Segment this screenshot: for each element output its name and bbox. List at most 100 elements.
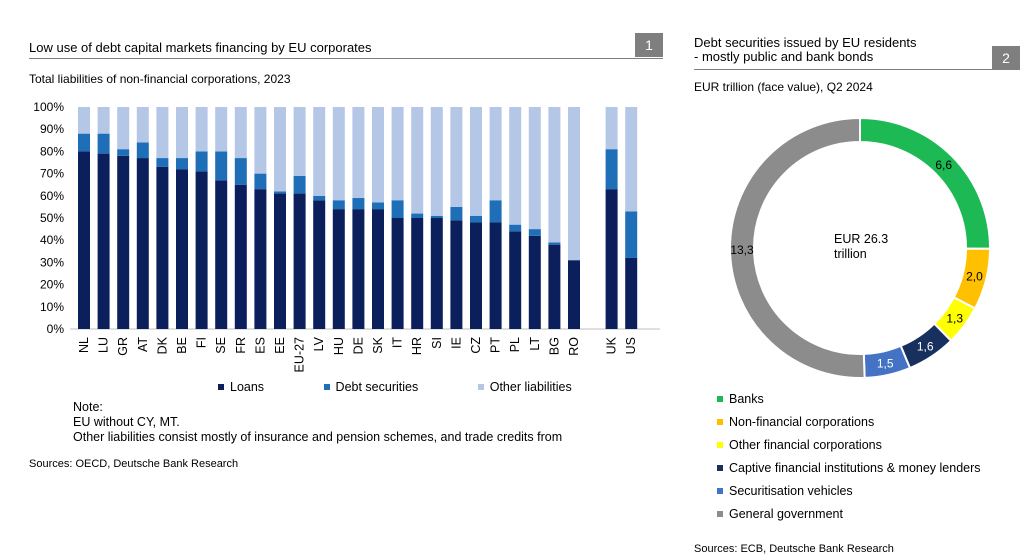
x-tick-label: ES (253, 337, 267, 354)
bar-segment-loans-be (176, 169, 188, 329)
bar-segment-other-liabilities-nl (78, 107, 90, 134)
bar-segment-loans-fr (234, 184, 247, 329)
bar-segment-loans-pt (489, 222, 502, 329)
legend-swatch-other (477, 383, 484, 390)
bar-segment-loans-eu-27 (293, 193, 306, 329)
bar-segment-other-liabilities-lv (313, 107, 326, 196)
x-tick-label: GR (116, 337, 130, 356)
bar-segment-loans-lu (97, 153, 110, 329)
x-tick-label: DE (351, 337, 365, 354)
left-legend: Loans Debt securities Other liabilities (218, 380, 572, 394)
bar-segment-other-liabilities-uk (605, 107, 618, 150)
donut-value-label: 1,3 (946, 311, 963, 325)
donut-value-label: 1,6 (917, 339, 934, 353)
bar-segment-loans-lt (528, 235, 541, 329)
bar-segment-other-liabilities-eu-27 (293, 107, 306, 176)
bar-segment-debt-securities-eu-27 (293, 175, 306, 194)
left-chart-title: Low use of debt capital markets financin… (29, 40, 372, 55)
x-tick-label: IE (449, 337, 463, 349)
x-tick-label: RO (567, 337, 581, 356)
bar-segment-loans-cz (470, 222, 482, 329)
bar-segment-debt-securities-se (215, 151, 228, 181)
y-tick-label: 90% (40, 122, 64, 136)
x-tick-label: EE (273, 337, 287, 354)
bar-segment-loans-at (136, 158, 149, 329)
bar-segment-loans-gr (117, 155, 130, 329)
bar-segment-debt-securities-pt (489, 200, 502, 223)
bar-segment-other-liabilities-hr (411, 107, 424, 214)
x-tick-label: FR (234, 337, 248, 354)
legend-swatch-loans (218, 383, 224, 390)
bar-segment-debt-securities-fr (234, 158, 247, 185)
bar-segment-loans-hu (332, 209, 345, 329)
bar-segment-loans-it (391, 218, 404, 329)
bar-segment-other-liabilities-cz (470, 107, 482, 216)
left-title-rule (29, 58, 663, 59)
bar-segment-other-liabilities-lt (528, 107, 541, 230)
bar-segment-other-liabilities-ie (450, 107, 463, 207)
left-chart-subtitle: Total liabilities of non-financial corpo… (29, 72, 291, 86)
legend-swatch (717, 395, 723, 402)
bar-segment-debt-securities-at (136, 142, 149, 159)
bar-segment-loans-dk (156, 166, 169, 329)
x-tick-label: PL (508, 337, 522, 352)
right-chart-title-line2: - mostly public and bank bonds (694, 49, 874, 64)
donut-center-line2: trillion (834, 247, 867, 261)
bar-segment-debt-securities-lu (97, 133, 110, 154)
x-tick-label: PT (489, 337, 503, 353)
legend-label-debt: Debt securities (335, 380, 419, 394)
bar-segment-loans-pl (509, 231, 522, 329)
bar-segment-debt-securities-uk (605, 149, 618, 190)
bar-segment-other-liabilities-ee (274, 107, 286, 192)
x-tick-label: SK (371, 336, 385, 353)
right-chart-badge: 2 (992, 46, 1020, 70)
note-line-2: Other liabilities consist mostly of insu… (73, 430, 563, 444)
legend-swatch (717, 441, 723, 448)
bar-segment-other-liabilities-lu (97, 107, 110, 134)
left-source: Sources: OECD, Deutsche Bank Research (29, 458, 239, 470)
note-line-1: EU without CY, MT. (73, 415, 180, 429)
bar-segment-loans-se (215, 180, 228, 329)
legend-label: Banks (729, 392, 764, 406)
y-tick-label: 60% (40, 189, 64, 203)
bar-segment-loans-ie (450, 220, 463, 329)
donut-value-label: 6,6 (935, 158, 952, 172)
bar-segment-loans-ro (568, 260, 580, 329)
bar-segment-other-liabilities-bg (548, 107, 561, 243)
bar-segment-loans-nl (78, 151, 90, 329)
x-tick-label: US (624, 337, 638, 354)
bar-segment-debt-securities-si (430, 215, 443, 218)
donut-center-line1: EUR 26.3 (834, 232, 888, 246)
bar-segment-debt-securities-dk (156, 158, 169, 167)
legend-swatch (717, 464, 723, 471)
y-tick-label: 40% (40, 233, 64, 247)
x-tick-label: LU (97, 337, 111, 353)
legend-swatch (717, 418, 723, 425)
bar-segment-loans-ee (274, 193, 286, 329)
donut-value-label: 13,3 (730, 243, 754, 257)
x-tick-label: BG (547, 337, 561, 355)
bar-segment-other-liabilities-hu (332, 107, 345, 201)
x-tick-label: LV (312, 336, 326, 351)
y-tick-label: 0% (47, 322, 65, 336)
y-tick-label: 100% (33, 100, 64, 114)
bar-segment-other-liabilities-pt (489, 107, 502, 201)
x-tick-label: CZ (469, 337, 483, 354)
x-tick-label: EU-27 (293, 337, 307, 372)
x-tick-label: HU (332, 337, 346, 355)
donut-legend-item-government: General government (717, 507, 843, 521)
right-chart-title-line1: Debt securities issued by EU residents (694, 35, 917, 50)
bar-segment-loans-fi (195, 171, 208, 329)
note-heading: Note: (73, 400, 103, 414)
y-tick-label: 10% (40, 300, 64, 314)
left-note: Note: EU without CY, MT. Other liabiliti… (73, 400, 562, 445)
bar-segment-other-liabilities-sk (372, 107, 384, 203)
bar-segment-debt-securities-es (254, 173, 267, 190)
bar-segment-other-liabilities-it (391, 107, 404, 201)
bar-segment-other-liabilities-si (430, 107, 443, 216)
bar-segment-debt-securities-de (352, 198, 365, 210)
bar-segment-other-liabilities-at (136, 107, 149, 143)
x-tick-label: DK (155, 336, 169, 354)
donut-legend-item-nfc: Non-financial corporations (717, 415, 874, 429)
bar-segment-loans-hr (411, 218, 424, 329)
